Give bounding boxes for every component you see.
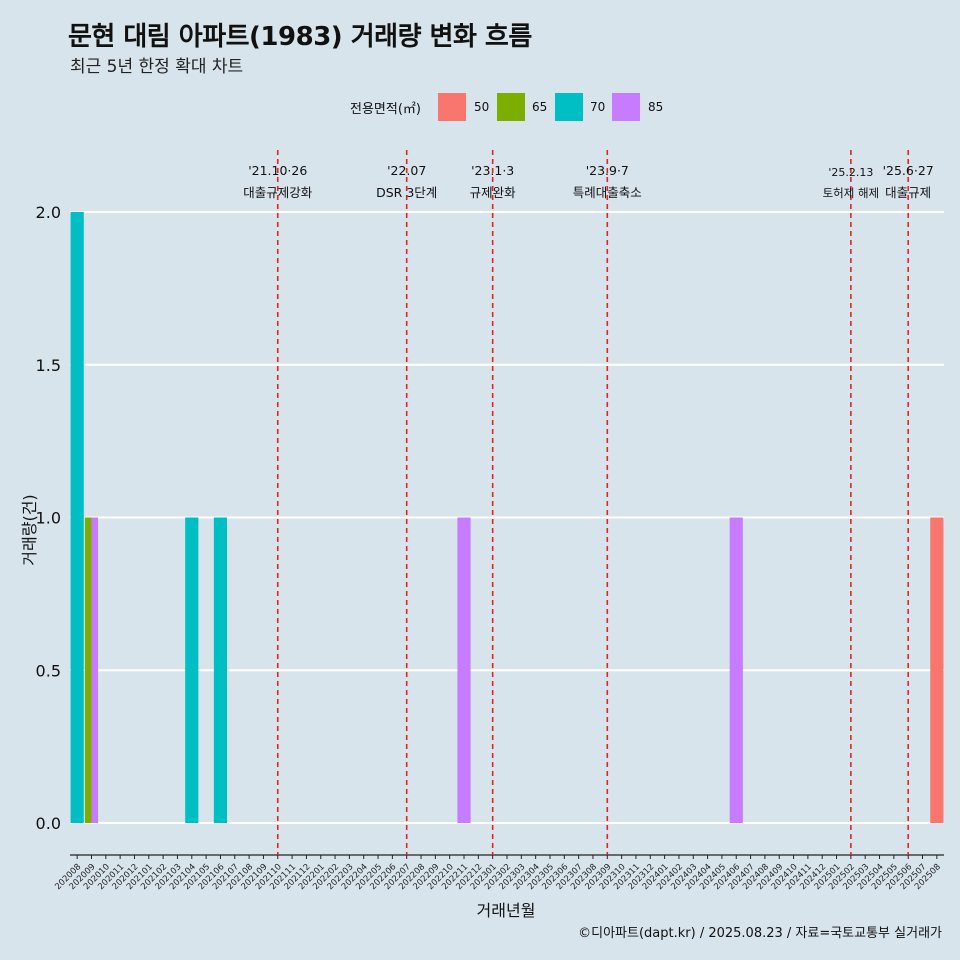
chart-title: 문현 대림 아파트(1983) 거래량 변화 흐름 (68, 22, 532, 52)
event-label: 규제완화 (470, 185, 517, 200)
bar-85-202009 (91, 517, 99, 823)
y-tick-label: 0.0 (36, 814, 61, 833)
legend-swatch-70 (555, 93, 583, 121)
event-date: '22.07 (387, 163, 426, 178)
bar-85-202211 (457, 517, 471, 823)
y-axis-label-wrap: 거래량(건) (8, 470, 48, 590)
bar-85-202406 (729, 517, 743, 823)
bar-50-202508 (930, 517, 944, 823)
legend-label-70: 70 (590, 100, 606, 114)
y-tick-label: 1.5 (36, 356, 61, 375)
bar-65-202009 (84, 517, 92, 823)
event-label: DSR 3단계 (376, 185, 437, 200)
bar-70-202106 (213, 517, 228, 823)
y-tick-label: 0.5 (36, 661, 61, 680)
event-label: 토허제 해제 (823, 186, 880, 200)
y-tick-label: 2.0 (36, 203, 61, 222)
legend-swatch-85 (612, 93, 640, 121)
legend-label-85: 85 (648, 100, 664, 114)
chart-subtitle: 최근 5년 한정 확대 차트 (70, 57, 244, 77)
y-axis-label: 거래량(건) (20, 494, 39, 566)
y-tick-label: 1.0 (36, 509, 61, 528)
x-axis-label: 거래년월 (476, 901, 536, 920)
event-date: '23.1·3 (471, 163, 514, 178)
legend-swatch-65 (497, 93, 525, 121)
legend-swatch-50 (438, 93, 466, 121)
event-date: '23.9·7 (586, 163, 629, 178)
legend-label-50: 50 (474, 100, 490, 114)
source-caption: ©디아파트(dapt.kr) / 2025.08.23 / 자료=국토교통부 실… (578, 926, 942, 941)
event-label: 대출규제 (885, 185, 931, 200)
event-date: '25.2.13 (828, 166, 873, 179)
legend-title: 전용면적(㎡) (350, 102, 421, 117)
legend: 전용면적(㎡) 50 65 70 85 (0, 93, 960, 121)
event-label: 특례대출축소 (573, 185, 642, 200)
event-date: '25.6·27 (883, 163, 934, 178)
legend-label-65: 65 (532, 100, 548, 114)
event-date: '21.10·26 (248, 163, 307, 178)
bar-70-202008 (70, 212, 84, 823)
bar-70-202104 (185, 517, 199, 823)
event-label: 대출규제강화 (243, 185, 313, 200)
